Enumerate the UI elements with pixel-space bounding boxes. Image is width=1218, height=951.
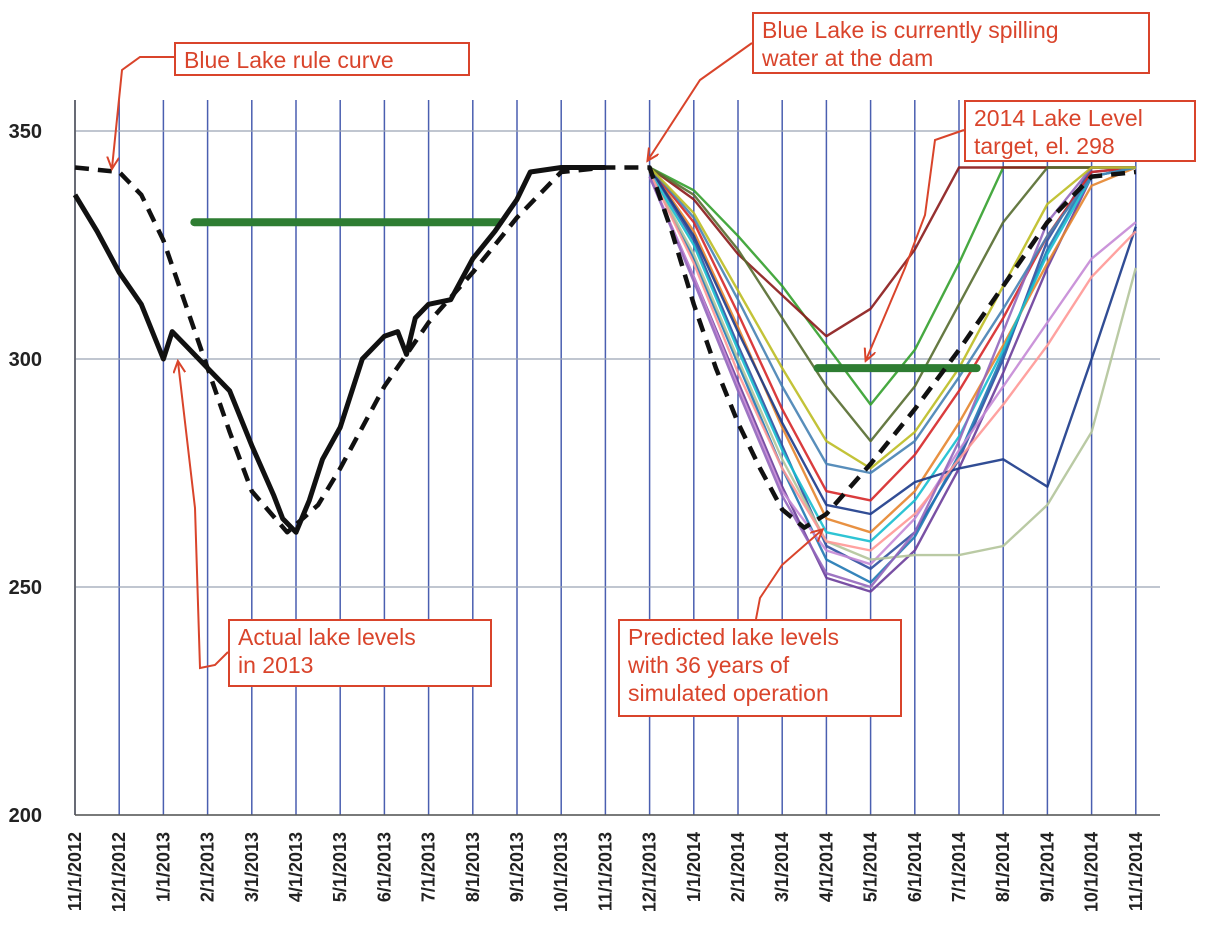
- simulation-line: [648, 166, 1136, 570]
- simulation-line: [648, 171, 1137, 561]
- annotation-predicted: Predicted lake levels with 36 years of s…: [618, 619, 902, 717]
- annotation-leader: [112, 56, 174, 168]
- x-tick-label: 7/1/2014: [949, 832, 969, 902]
- annotation-leader: [648, 42, 753, 160]
- x-tick-label: 6/1/2013: [374, 832, 394, 902]
- x-tick-label: 11/1/2013: [595, 832, 615, 911]
- x-tick-label: 1/1/2014: [684, 832, 704, 902]
- annotation-leader: [755, 530, 822, 620]
- x-tick-label: 10/1/2014: [1082, 832, 1102, 912]
- x-tick-label: 4/1/2013: [286, 832, 306, 902]
- simulation-line: [648, 166, 1136, 443]
- simulation-line: [648, 166, 1137, 475]
- x-tick-label: 3/1/2013: [242, 832, 262, 902]
- x-tick-label: 7/1/2013: [419, 832, 439, 902]
- x-tick-label: 2/1/2013: [198, 832, 218, 902]
- x-tick-label: 9/1/2013: [507, 832, 527, 902]
- annotation-leader: [178, 362, 229, 670]
- simulation-line: [648, 166, 1136, 470]
- simulation-line: [648, 166, 1136, 589]
- y-tick-label: 200: [9, 805, 42, 827]
- annotation-spilling: Blue Lake is currently spilling water at…: [752, 12, 1150, 74]
- y-tick-label: 350: [9, 121, 42, 143]
- simulation-line: [648, 166, 1137, 516]
- x-tick-label: 9/1/2014: [1037, 832, 1057, 902]
- simulation-line: [648, 176, 1137, 566]
- actual-2013-line: [72, 165, 606, 535]
- x-tick-label: 2/1/2014: [728, 832, 748, 902]
- y-tick-label: 250: [9, 577, 42, 599]
- x-tick-label: 5/1/2013: [330, 832, 350, 902]
- x-tick-label: 11/1/2012: [65, 832, 85, 911]
- y-tick-label: 300: [9, 349, 42, 371]
- axes: 200 250 300 350 11/1/2012 12/1/2012 1/1/2013 2/…: [9, 100, 1160, 912]
- annotation-leader: [866, 129, 965, 360]
- x-tick-label: 12/1/2012: [109, 832, 129, 912]
- x-tick-label: 10/1/2013: [551, 832, 571, 912]
- x-tick-label: 6/1/2014: [905, 832, 925, 902]
- x-tick-label: 5/1/2014: [861, 832, 881, 902]
- x-tick-label: 3/1/2014: [772, 832, 792, 902]
- x-tick-label: 4/1/2014: [816, 832, 836, 902]
- x-tick-label: 1/1/2013: [153, 832, 173, 902]
- annotation-2014-target: 2014 Lake Level target, el. 298: [964, 100, 1196, 162]
- annotation-actual-2013: Actual lake levels in 2013: [228, 619, 492, 687]
- annotation-rule-curve: Blue Lake rule curve: [174, 42, 470, 76]
- annotation-leaders: [112, 42, 965, 670]
- simulation-line: [648, 171, 1137, 552]
- simulation-line: [648, 166, 1137, 543]
- series: [72, 165, 1137, 593]
- simulation-line: [648, 166, 1137, 534]
- x-tick-label: 12/1/2013: [640, 832, 660, 912]
- x-tick-label: 11/1/2014: [1126, 832, 1146, 911]
- x-tick-label: 8/1/2014: [993, 832, 1013, 902]
- x-tick-label: 8/1/2013: [463, 832, 483, 902]
